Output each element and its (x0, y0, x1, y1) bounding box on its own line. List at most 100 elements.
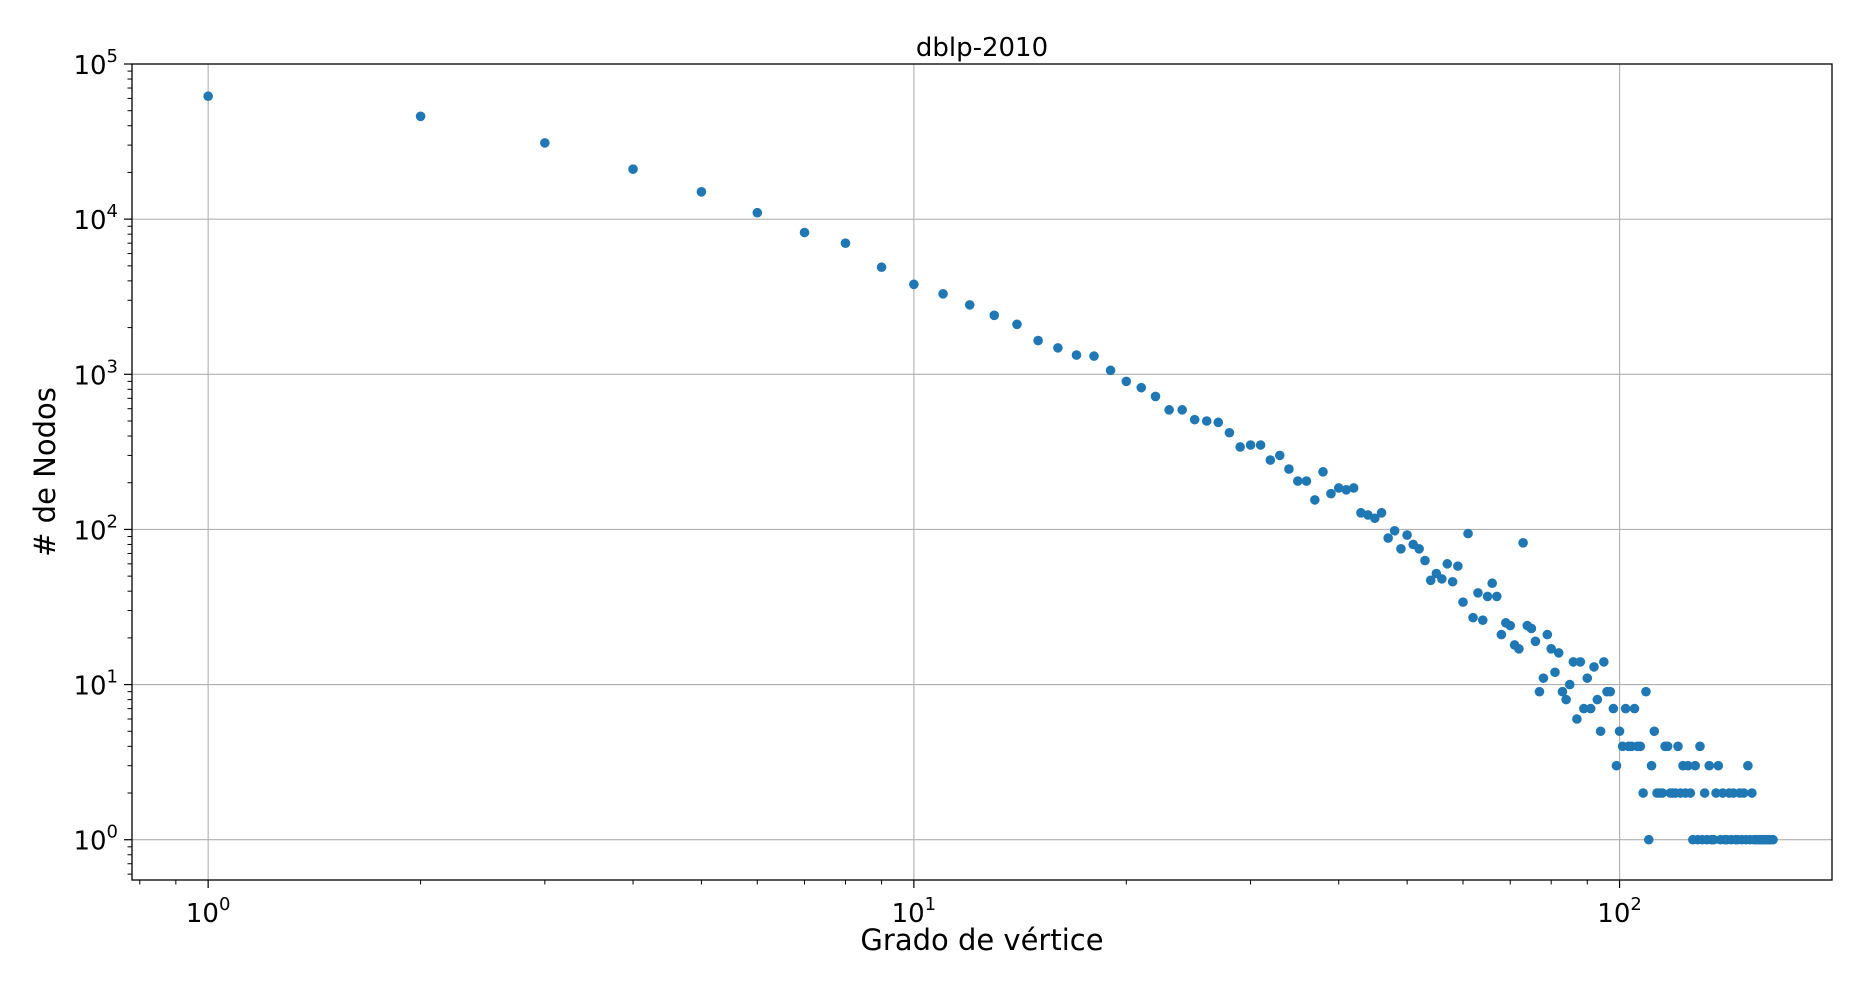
data-point (1614, 726, 1625, 737)
data-point (1553, 648, 1564, 658)
data-point (203, 91, 213, 102)
data-point (1572, 714, 1582, 724)
y-axis-label: # de Nodos (28, 387, 62, 557)
data-point (1150, 391, 1161, 402)
data-point (1564, 679, 1575, 690)
data-point (1690, 760, 1701, 771)
y-tick-label: 101 (73, 667, 118, 702)
data-point (1557, 686, 1568, 697)
data-point (1582, 673, 1593, 683)
y-tick-label: 105 (73, 46, 118, 81)
data-point (840, 238, 851, 248)
data-point (1638, 788, 1648, 798)
data-point (1695, 741, 1705, 752)
data-point (1568, 657, 1579, 667)
data-point (1743, 760, 1753, 771)
chart-title: dblp-2010 (916, 33, 1048, 63)
data-point (1012, 319, 1022, 330)
data-point (1605, 686, 1616, 697)
data-point (1458, 597, 1468, 607)
data-point (1136, 382, 1147, 393)
data-point (1189, 414, 1200, 425)
data-point (1530, 636, 1541, 647)
data-point (1414, 544, 1424, 554)
data-point (1514, 644, 1524, 654)
data-point (1033, 335, 1043, 346)
data-point (1575, 657, 1586, 667)
data-point (1265, 455, 1276, 465)
data-point (1293, 476, 1303, 486)
data-point (989, 310, 1000, 321)
y-tick-label: 104 (73, 201, 118, 236)
data-point (1546, 644, 1556, 654)
data-point (1482, 591, 1493, 602)
data-point (1245, 440, 1256, 450)
data-point (1318, 467, 1328, 477)
data-point (1164, 405, 1174, 415)
x-tick-label: 100 (186, 894, 231, 929)
data-point (1685, 788, 1696, 798)
data-point (415, 111, 426, 122)
data-point (1492, 591, 1502, 602)
data-point (1599, 657, 1609, 667)
data-point (1739, 788, 1749, 798)
data-point (696, 187, 707, 197)
data-point (876, 262, 887, 273)
data-point (1699, 788, 1710, 798)
data-point (1704, 760, 1715, 771)
data-point (1396, 544, 1406, 554)
x-axis-ticks: 100 101 102 (139, 880, 1642, 929)
data-point (1538, 673, 1549, 683)
x-tick-label: 102 (1597, 894, 1642, 929)
data-points (203, 91, 1778, 845)
data-point (1550, 667, 1560, 678)
data-point (1620, 703, 1631, 714)
data-point (1496, 629, 1507, 640)
data-point (1649, 726, 1660, 737)
data-point (1437, 574, 1447, 584)
data-point (1629, 703, 1640, 714)
data-point (1662, 741, 1673, 752)
data-point (540, 138, 550, 148)
data-point (1473, 588, 1483, 598)
data-point (1326, 488, 1336, 499)
data-point (1121, 376, 1132, 387)
data-point (1608, 703, 1619, 714)
data-point (1646, 760, 1657, 771)
data-point (1518, 538, 1528, 548)
data-point (1713, 760, 1724, 771)
data-point (1468, 612, 1478, 623)
data-point (1657, 788, 1668, 798)
data-point (1301, 476, 1312, 486)
data-point (1071, 350, 1082, 360)
data-point (1274, 450, 1285, 461)
y-tick-label: 103 (73, 356, 118, 391)
data-point (1635, 741, 1646, 752)
data-point (1284, 464, 1294, 474)
data-point (1376, 507, 1387, 518)
data-point (1213, 417, 1224, 428)
data-point (1310, 495, 1320, 505)
data-point (1747, 788, 1757, 798)
data-point (1561, 694, 1571, 705)
data-point (1505, 620, 1516, 631)
data-point (1683, 760, 1693, 771)
x-axis-label: Grado de vértice (860, 923, 1103, 957)
data-point (1201, 416, 1212, 426)
data-point (1673, 741, 1683, 752)
data-point (799, 227, 810, 238)
data-point (1348, 483, 1359, 493)
y-axis-ticks: 100 101 102 103 104 105 (73, 46, 132, 875)
data-point (1255, 440, 1266, 450)
data-point (909, 279, 919, 290)
data-point (1053, 343, 1063, 353)
data-point (1611, 760, 1622, 771)
data-point (1711, 788, 1721, 798)
data-point (1383, 533, 1393, 543)
x-tick-label: 101 (892, 894, 937, 929)
data-point (1235, 442, 1245, 452)
data-point (1402, 530, 1412, 540)
data-point (1333, 483, 1344, 493)
